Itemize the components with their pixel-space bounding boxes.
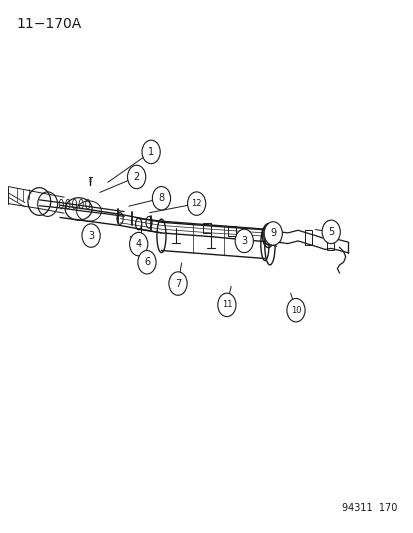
Circle shape — [142, 140, 160, 164]
Text: 7: 7 — [174, 279, 181, 288]
Text: 10: 10 — [290, 306, 301, 314]
Text: 1: 1 — [148, 147, 154, 157]
Text: 3: 3 — [88, 231, 94, 240]
Text: 3: 3 — [241, 236, 247, 246]
Circle shape — [263, 222, 282, 245]
Text: 94311  170: 94311 170 — [341, 503, 396, 513]
Text: 9: 9 — [270, 229, 275, 238]
Circle shape — [82, 224, 100, 247]
Text: 8: 8 — [158, 193, 164, 203]
Circle shape — [187, 192, 205, 215]
Circle shape — [152, 187, 170, 210]
Text: 5: 5 — [327, 227, 334, 237]
Circle shape — [129, 232, 147, 256]
Text: 12: 12 — [191, 199, 202, 208]
Text: 11: 11 — [221, 301, 232, 309]
Circle shape — [286, 298, 304, 322]
Circle shape — [217, 293, 235, 317]
Circle shape — [169, 272, 187, 295]
Text: 11−170A: 11−170A — [17, 17, 82, 31]
Text: 4: 4 — [135, 239, 141, 249]
Circle shape — [321, 220, 339, 244]
Text: 6: 6 — [144, 257, 150, 267]
Circle shape — [235, 229, 253, 253]
Text: 2: 2 — [133, 172, 140, 182]
Circle shape — [127, 165, 145, 189]
Circle shape — [138, 251, 156, 274]
